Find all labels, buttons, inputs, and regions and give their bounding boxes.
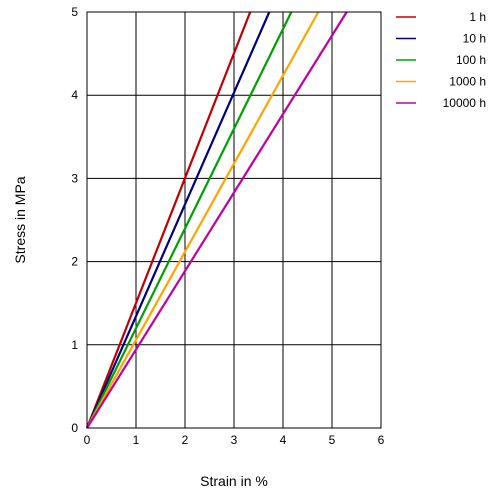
y-tick-label: 4 [71,88,78,102]
y-tick-label: 3 [71,171,78,185]
series-line-0 [85,11,252,429]
x-tick-labels: 0 1 2 3 4 5 6 [84,433,385,447]
y-tick-labels: 0 1 2 3 4 5 [71,5,78,435]
legend-entry-label: 1 h [469,10,486,24]
x-tick-label: 1 [133,433,140,447]
series-line-2 [86,11,293,429]
plot-frame [86,11,382,429]
y-tick-label: 0 [71,421,78,435]
y-axis-label: Stress in MPa [12,176,28,263]
y-tick-label: 5 [71,5,78,19]
x-tick-label: 5 [329,433,336,447]
legend-entry-label: 10000 h [443,96,486,110]
series-line-4 [86,11,348,429]
grid [86,11,382,429]
series-line-3 [86,11,320,429]
x-tick-label: 2 [182,433,189,447]
y-tick-label: 1 [71,338,78,352]
x-tick-label: 4 [280,433,287,447]
y-tick-label: 2 [71,255,78,269]
legend-entry-label: 1000 h [449,75,486,89]
series-line-1 [85,11,271,429]
legend-entry-label: 100 h [456,53,486,67]
x-axis-label: Strain in % [200,473,268,489]
legend-entry-label: 10 h [463,32,486,46]
legend: 1 h 10 h 100 h 1000 h 10000 h [396,10,486,110]
x-tick-label: 3 [231,433,238,447]
x-tick-label: 6 [378,433,385,447]
x-tick-label: 0 [84,433,91,447]
series-lines [85,11,348,429]
